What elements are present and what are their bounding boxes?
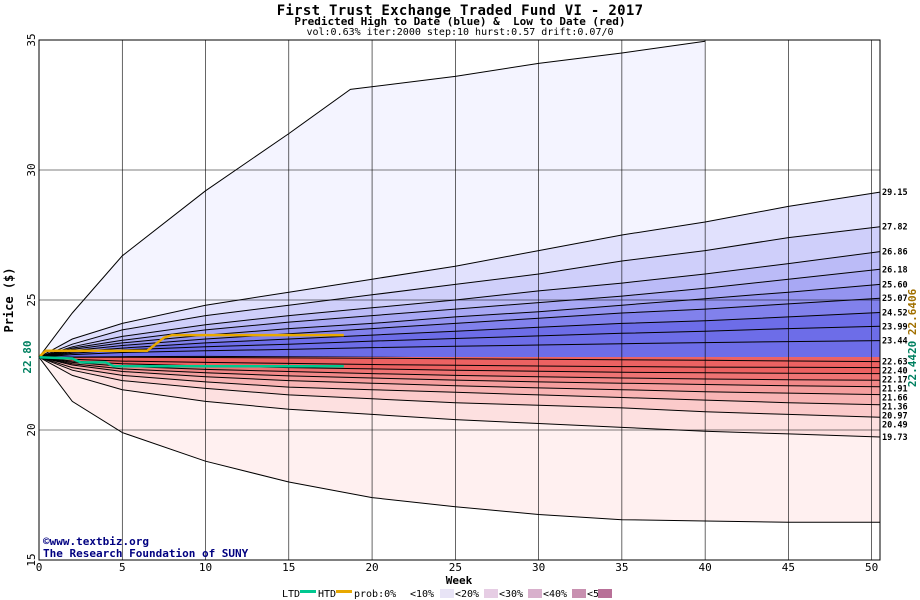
band-label-22.17: 22.17: [882, 376, 908, 386]
band-label-23.44: 23.44: [882, 337, 908, 347]
band-label-21.36: 21.36: [882, 403, 908, 413]
legend-ltd-swatch: [300, 590, 316, 593]
htd-band-edge-2: [38, 226, 881, 358]
ltd-band-9: [39, 357, 880, 362]
htd-band-edge-5: [38, 283, 881, 358]
x-tick-10: 10: [199, 561, 212, 574]
series-ltd: [38, 355, 344, 368]
legend-swatch-20: [484, 589, 498, 598]
htd-current-label: 22.6406: [906, 288, 919, 335]
band-label-21.66: 21.66: [882, 394, 908, 404]
legend-prob: prob:0%: [354, 589, 396, 600]
y-tick-35: 35: [25, 33, 38, 46]
probability-bands: [38, 40, 881, 523]
htd-band-edge-3: [38, 251, 881, 358]
ltd-band-edge-7: [38, 356, 881, 375]
series-lines: [38, 333, 344, 368]
x-tick-5: 5: [119, 561, 126, 574]
htd-band-9: [39, 340, 880, 358]
band-labels: 29.15 27.82 26.86 26.18 25.60 25.07 24.52 23.99…: [882, 188, 908, 443]
y-tick-25: 25: [25, 293, 38, 306]
legend-b20: <20%: [455, 589, 479, 600]
band-label-22.40: 22.40: [882, 367, 908, 377]
x-tick-15: 15: [282, 561, 295, 574]
band-label-20.97: 20.97: [882, 412, 908, 422]
legend-swatch-30: [528, 589, 542, 598]
chart-subtitle: Predicted High to Date (blue) & Low to D…: [294, 15, 626, 28]
x-tick-30: 30: [532, 561, 545, 574]
ltd-band-edge-4: [38, 356, 881, 396]
ltd-band-edge-5: [38, 356, 881, 388]
band-label-27.82: 27.82: [882, 223, 908, 233]
htd-band-edge-7: [38, 312, 881, 358]
legend-b30: <30%: [499, 589, 523, 600]
ltd-current-label: 22.4420: [906, 341, 919, 387]
htd-band-edge-0: [38, 40, 706, 358]
x-tick-35: 35: [615, 561, 628, 574]
legend-htd: HTD: [318, 589, 336, 600]
ltd-band-edge-8: [38, 356, 881, 369]
chart-params: vol:0.63% iter:2000 step:10 hurst:0.57 d…: [306, 27, 614, 38]
band-label-21.91: 21.91: [882, 385, 908, 395]
legend-swatch-40: [572, 589, 586, 598]
ltd-band-edge-0: [38, 356, 880, 523]
credit-website: ©www.textbiz.org: [43, 535, 149, 548]
band-label-23.99: 23.99: [882, 322, 908, 332]
ltd-band-edge-1: [38, 356, 881, 438]
axis-ticks: 0 5 10 15 20 25 30 35 40 45 50 15 20 25 30 35: [25, 33, 878, 574]
y-tick-15: 15: [25, 553, 38, 566]
x-tick-45: 45: [782, 561, 795, 574]
chart-title: First Trust Exchange Traded Fund VI - 20…: [276, 3, 644, 19]
x-tick-40: 40: [699, 561, 712, 574]
legend-ltd: LTD: [282, 589, 300, 600]
legend-b40: <40%: [543, 589, 567, 600]
x-tick-25: 25: [449, 561, 462, 574]
credit-foundation: The Research Foundation of SUNY: [43, 547, 249, 560]
band-label-20.49: 20.49: [882, 421, 908, 431]
band-label-25.07: 25.07: [882, 294, 908, 304]
band-label-19.73: 19.73: [882, 433, 908, 443]
band-label-24.52: 24.52: [882, 308, 908, 318]
y-tick-30: 30: [25, 163, 38, 176]
htd-band-edge-6: [38, 297, 881, 358]
y-axis-label: Price ($): [2, 267, 16, 332]
legend: LTD HTD prob:0% <10% <20% <30% <40% <50%: [282, 589, 612, 600]
band-label-26.86: 26.86: [882, 248, 908, 258]
legend-htd-swatch: [336, 590, 352, 593]
band-label-29.15: 29.15: [882, 188, 908, 198]
x-axis-label: Week: [446, 574, 473, 587]
band-label-26.18: 26.18: [882, 265, 908, 275]
series-htd: [38, 333, 344, 359]
legend-b10: <10%: [410, 589, 434, 600]
ltd-band-edge-2: [38, 356, 881, 418]
band-label-22.63: 22.63: [882, 358, 908, 368]
htd-band-edge-1: [38, 191, 881, 358]
htd-band-edge-9: [38, 340, 881, 358]
plot-frame: [38, 39, 881, 561]
x-tick-20: 20: [365, 561, 378, 574]
start-price-label: 22.80: [21, 340, 34, 373]
y-tick-20: 20: [25, 423, 38, 436]
x-tick-50: 50: [865, 561, 878, 574]
x-tick-0: 0: [36, 561, 43, 574]
legend-swatch-10: [440, 589, 454, 598]
legend-swatch-0: [396, 589, 410, 598]
htd-band-edge-4: [38, 268, 881, 358]
legend-swatch-50: [598, 589, 612, 598]
ltd-band-edge-3: [38, 356, 881, 406]
band-label-25.60: 25.60: [882, 280, 908, 290]
